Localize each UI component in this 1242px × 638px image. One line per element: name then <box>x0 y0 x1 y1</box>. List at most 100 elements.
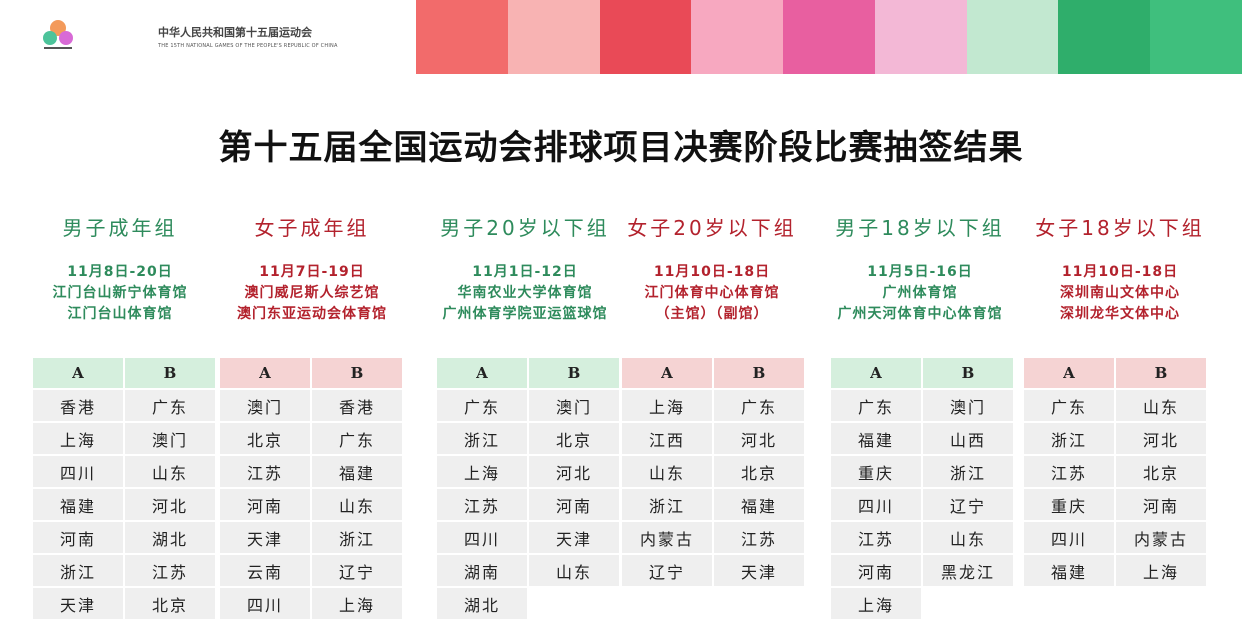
team-cell: 河南 <box>33 522 123 553</box>
team-cell: 云南 <box>220 555 310 586</box>
team-cell: 北京 <box>125 588 215 619</box>
team-cell: 广东 <box>125 390 215 421</box>
team-cell: 山东 <box>1116 390 1206 421</box>
team-cell: 上海 <box>437 456 527 487</box>
team-cell: 河南 <box>220 489 310 520</box>
group-venue: 江门台山新宁体育馆 <box>52 285 188 301</box>
pool-a-column: A 上海 江西 山东 浙江 内蒙古 辽宁 <box>622 358 712 586</box>
pool-header: A <box>33 358 123 388</box>
team-cell: 内蒙古 <box>1116 522 1206 553</box>
team-cell: 重庆 <box>831 456 921 487</box>
team-cell: 河南 <box>1116 489 1206 520</box>
team-cell: 福建 <box>831 423 921 454</box>
team-cell: 香港 <box>33 390 123 421</box>
team-cell: 上海 <box>831 588 921 619</box>
pool-b-column: B 香港 广东 福建 山东 浙江 辽宁 上海 <box>312 358 402 619</box>
team-cell: 上海 <box>622 390 712 421</box>
pool-a-column: A 广东 浙江 上海 江苏 四川 湖南 湖北 <box>437 358 527 619</box>
pool-b-column: B 山东 河北 北京 河南 内蒙古 上海 <box>1116 358 1206 586</box>
team-cell: 山东 <box>529 555 619 586</box>
group-dates: 11月10日-18日 <box>1061 264 1179 280</box>
team-cell: 天津 <box>33 588 123 619</box>
draw-table: A 广东 福建 重庆 四川 江苏 河南 上海 B 澳门 山西 浙江 辽宁 山东 黑龙江 <box>831 358 1013 619</box>
group-venue: 深圳龙华文体中心 <box>1060 306 1180 322</box>
team-cell: 江苏 <box>437 489 527 520</box>
pool-a-column: A 澳门 北京 江苏 河南 天津 云南 四川 <box>220 358 310 619</box>
pool-header: B <box>125 358 215 388</box>
draw-table: A 香港 上海 四川 福建 河南 浙江 天津 B 广东 澳门 山东 河北 湖北 江苏 北京 <box>33 358 215 619</box>
team-cell: 四川 <box>1024 522 1114 553</box>
team-cell: 山东 <box>312 489 402 520</box>
group-venue: 广州体育馆 <box>882 285 958 301</box>
team-cell: 上海 <box>312 588 402 619</box>
group-venue: 深圳南山文体中心 <box>1060 285 1180 301</box>
decorative-banner <box>416 0 1242 74</box>
team-cell: 河南 <box>529 489 619 520</box>
team-cell: 澳门 <box>529 390 619 421</box>
pool-a-column: A 广东 福建 重庆 四川 江苏 河南 上海 <box>831 358 921 619</box>
team-cell: 上海 <box>33 423 123 454</box>
team-cell: 浙江 <box>33 555 123 586</box>
team-cell: 浙江 <box>923 456 1013 487</box>
games-logo <box>43 20 73 49</box>
pool-a-column: A 广东 浙江 江苏 重庆 四川 福建 <box>1024 358 1114 586</box>
pool-b-column: B 广东 河北 北京 福建 江苏 天津 <box>714 358 804 586</box>
team-cell: 四川 <box>437 522 527 553</box>
team-cell: 浙江 <box>622 489 712 520</box>
group-dates: 11月5日-16日 <box>867 264 973 280</box>
team-cell: 澳门 <box>923 390 1013 421</box>
group-heading: 男子18岁以下组 11月5日-16日 广州体育馆 广州天河体育中心体育馆 <box>820 212 1020 325</box>
group-venue: 华南农业大学体育馆 <box>457 285 593 301</box>
team-cell: 北京 <box>529 423 619 454</box>
pool-header: B <box>923 358 1013 388</box>
group-name: 男子18岁以下组 <box>835 216 1005 240</box>
pool-a-column: A 香港 上海 四川 福建 河南 浙江 天津 <box>33 358 123 619</box>
pool-b-column: B 澳门 北京 河北 河南 天津 山东 <box>529 358 619 619</box>
team-cell: 河南 <box>831 555 921 586</box>
team-cell: 浙江 <box>437 423 527 454</box>
group-dates: 11月10日-18日 <box>653 264 771 280</box>
team-cell: 河北 <box>529 456 619 487</box>
team-cell: 广东 <box>714 390 804 421</box>
team-cell: 河北 <box>125 489 215 520</box>
team-cell: 浙江 <box>1024 423 1114 454</box>
team-cell: 北京 <box>714 456 804 487</box>
organizer-header: 中华人民共和国第十五届运动会 THE 15TH NATIONAL GAMES O… <box>158 24 338 49</box>
team-cell: 福建 <box>312 456 402 487</box>
team-cell: 山东 <box>622 456 712 487</box>
team-cell: 黑龙江 <box>923 555 1013 586</box>
draw-table: A 澳门 北京 江苏 河南 天津 云南 四川 B 香港 广东 福建 山东 浙江 辽宁 上海 <box>220 358 402 619</box>
team-cell: 湖南 <box>437 555 527 586</box>
team-cell: 辽宁 <box>923 489 1013 520</box>
draw-table: A 上海 江西 山东 浙江 内蒙古 辽宁 B 广东 河北 北京 福建 江苏 天津 <box>622 358 804 586</box>
team-cell: 江苏 <box>125 555 215 586</box>
team-cell: 广东 <box>437 390 527 421</box>
pool-header: B <box>1116 358 1206 388</box>
org-name-cn: 中华人民共和国第十五届运动会 <box>158 26 312 39</box>
team-cell: 江苏 <box>714 522 804 553</box>
pool-header: B <box>714 358 804 388</box>
group-dates: 11月8日-20日 <box>67 264 173 280</box>
pool-header: B <box>312 358 402 388</box>
team-cell: 福建 <box>714 489 804 520</box>
group-name: 男子成年组 <box>62 216 178 240</box>
group-venue: 江门体育中心体育馆 <box>644 285 780 301</box>
team-cell: 辽宁 <box>312 555 402 586</box>
team-cell: 天津 <box>714 555 804 586</box>
team-cell: 山西 <box>923 423 1013 454</box>
team-cell: 上海 <box>1116 555 1206 586</box>
group-heading: 女子20岁以下组 11月10日-18日 江门体育中心体育馆 （主馆）（副馆） <box>612 212 812 325</box>
group-heading: 男子成年组 11月8日-20日 江门台山新宁体育馆 江门台山体育馆 <box>20 212 220 325</box>
group-venue: 广州天河体育中心体育馆 <box>837 306 1003 322</box>
team-cell: 重庆 <box>1024 489 1114 520</box>
team-cell: 四川 <box>33 456 123 487</box>
group-heading: 男子20岁以下组 11月1日-12日 华南农业大学体育馆 广州体育学院亚运篮球馆 <box>425 212 625 325</box>
team-cell: 广东 <box>312 423 402 454</box>
team-cell: 江苏 <box>220 456 310 487</box>
group-name: 女子20岁以下组 <box>627 216 797 240</box>
pool-header: B <box>529 358 619 388</box>
pool-header: A <box>437 358 527 388</box>
team-cell: 河北 <box>1116 423 1206 454</box>
team-cell: 福建 <box>33 489 123 520</box>
team-cell: 河北 <box>714 423 804 454</box>
